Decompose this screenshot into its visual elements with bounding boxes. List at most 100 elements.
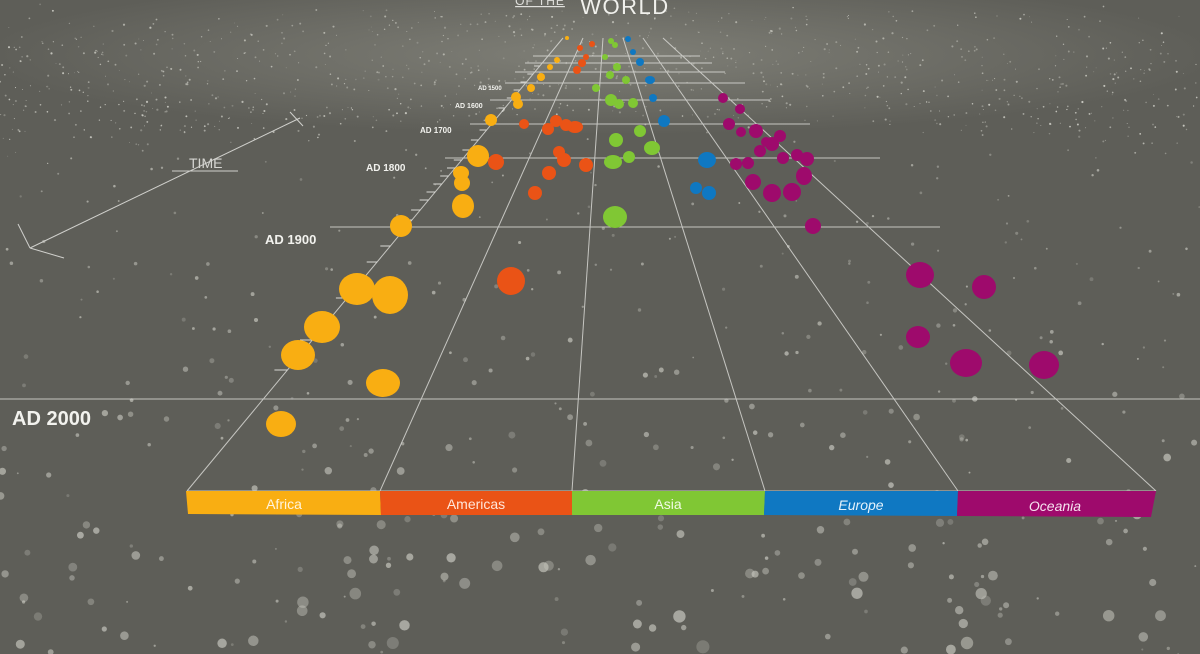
event-blob-oceania[interactable] <box>1029 351 1059 379</box>
event-blob-africa[interactable] <box>339 273 375 305</box>
event-blob-americas[interactable] <box>577 45 583 51</box>
event-blob-oceania[interactable] <box>791 149 803 161</box>
dust-particle <box>115 230 118 233</box>
event-blob-asia[interactable] <box>612 42 618 48</box>
dust-particle <box>545 218 548 221</box>
event-blob-asia[interactable] <box>603 206 627 228</box>
event-blob-asia[interactable] <box>604 155 622 169</box>
event-blob-oceania[interactable] <box>783 183 801 201</box>
event-blob-oceania[interactable] <box>761 137 771 147</box>
event-blob-africa[interactable] <box>554 57 560 63</box>
event-blob-europe[interactable] <box>636 58 644 66</box>
event-blob-oceania[interactable] <box>718 93 728 103</box>
event-blob-oceania[interactable] <box>805 218 821 234</box>
region-tab-americas[interactable]: Americas <box>380 491 572 515</box>
event-blob-asia[interactable] <box>622 76 630 84</box>
event-blob-oceania[interactable] <box>723 118 735 130</box>
event-blob-africa[interactable] <box>485 114 497 126</box>
event-blob-europe[interactable] <box>645 76 655 84</box>
event-blob-americas[interactable] <box>519 119 529 129</box>
event-blob-americas[interactable] <box>560 119 572 131</box>
dust-particle <box>587 205 591 209</box>
event-blob-africa[interactable] <box>452 194 474 218</box>
event-blob-americas[interactable] <box>542 166 556 180</box>
event-blob-oceania[interactable] <box>777 152 789 164</box>
dust-particle <box>657 515 665 522</box>
event-blob-asia[interactable] <box>623 151 635 163</box>
dust-particle <box>1137 266 1140 270</box>
event-blob-oceania[interactable] <box>742 157 754 169</box>
event-blob-africa[interactable] <box>511 92 521 102</box>
event-blob-americas[interactable] <box>497 267 525 295</box>
event-blob-asia[interactable] <box>644 141 660 155</box>
event-blob-europe[interactable] <box>698 152 716 168</box>
event-blob-americas[interactable] <box>528 186 542 200</box>
event-blob-asia[interactable] <box>609 133 623 147</box>
event-blob-africa[interactable] <box>547 64 553 70</box>
event-blob-asia[interactable] <box>602 54 608 60</box>
event-blob-americas[interactable] <box>573 66 581 74</box>
event-blob-oceania[interactable] <box>796 167 812 185</box>
event-blob-oceania[interactable] <box>749 124 763 138</box>
event-blob-americas[interactable] <box>578 59 586 67</box>
event-blob-oceania[interactable] <box>754 145 766 157</box>
event-blob-africa[interactable] <box>372 276 408 314</box>
region-tab-oceania[interactable]: Oceania <box>957 491 1156 517</box>
event-blob-americas[interactable] <box>589 41 595 47</box>
region-tab-asia[interactable]: Asia <box>572 491 765 515</box>
event-blob-americas[interactable] <box>542 123 554 135</box>
event-blob-oceania[interactable] <box>950 349 982 377</box>
dust-particle <box>752 430 758 435</box>
event-blob-oceania[interactable] <box>800 152 814 166</box>
event-blob-europe[interactable] <box>690 182 702 194</box>
event-blob-oceania[interactable] <box>763 184 781 202</box>
event-blob-oceania[interactable] <box>736 127 746 137</box>
dust-particle <box>190 126 193 128</box>
event-blob-europe[interactable] <box>625 36 631 42</box>
dust-particle <box>1026 219 1030 223</box>
event-blob-oceania[interactable] <box>972 275 996 299</box>
event-blob-oceania[interactable] <box>774 130 786 142</box>
event-blob-asia[interactable] <box>606 71 614 79</box>
dust-particle <box>297 129 300 132</box>
event-blob-oceania[interactable] <box>906 262 934 288</box>
dust-particle <box>1091 173 1094 177</box>
event-blob-oceania[interactable] <box>730 158 742 170</box>
event-blob-europe[interactable] <box>630 49 636 55</box>
event-blob-africa[interactable] <box>565 36 569 40</box>
event-blob-oceania[interactable] <box>745 174 761 190</box>
event-blob-africa[interactable] <box>537 73 545 81</box>
event-blob-americas[interactable] <box>579 158 593 172</box>
event-blob-asia[interactable] <box>605 94 617 106</box>
dust-particle <box>843 518 851 526</box>
dust-particle <box>494 284 499 289</box>
event-blob-africa[interactable] <box>390 215 412 237</box>
event-blob-americas[interactable] <box>550 115 562 127</box>
event-blob-europe[interactable] <box>649 94 657 102</box>
event-blob-asia[interactable] <box>614 99 624 109</box>
event-blob-asia[interactable] <box>628 98 638 108</box>
region-tab-africa[interactable]: Africa <box>186 491 381 515</box>
dust-particle <box>557 568 561 571</box>
event-blob-asia[interactable] <box>608 38 614 44</box>
dust-particle <box>1055 110 1058 113</box>
event-blob-oceania[interactable] <box>735 104 745 114</box>
event-blob-africa[interactable] <box>453 166 469 180</box>
event-blob-americas[interactable] <box>583 54 589 60</box>
event-blob-americas[interactable] <box>488 154 504 170</box>
event-blob-africa[interactable] <box>467 145 489 167</box>
event-blob-europe[interactable] <box>658 115 670 127</box>
event-blob-africa[interactable] <box>281 340 315 370</box>
event-blob-asia[interactable] <box>613 63 621 71</box>
event-blob-europe[interactable] <box>702 186 716 200</box>
dust-particle <box>839 388 843 392</box>
event-blob-oceania[interactable] <box>906 326 930 348</box>
event-blob-africa[interactable] <box>304 311 340 343</box>
event-blob-africa[interactable] <box>366 369 400 397</box>
region-tab-europe[interactable]: Europe <box>764 491 958 516</box>
event-blob-africa[interactable] <box>266 411 296 437</box>
event-blob-asia[interactable] <box>634 125 646 137</box>
event-blob-africa[interactable] <box>527 84 535 92</box>
event-blob-americas[interactable] <box>553 146 565 158</box>
event-blob-asia[interactable] <box>592 84 600 92</box>
